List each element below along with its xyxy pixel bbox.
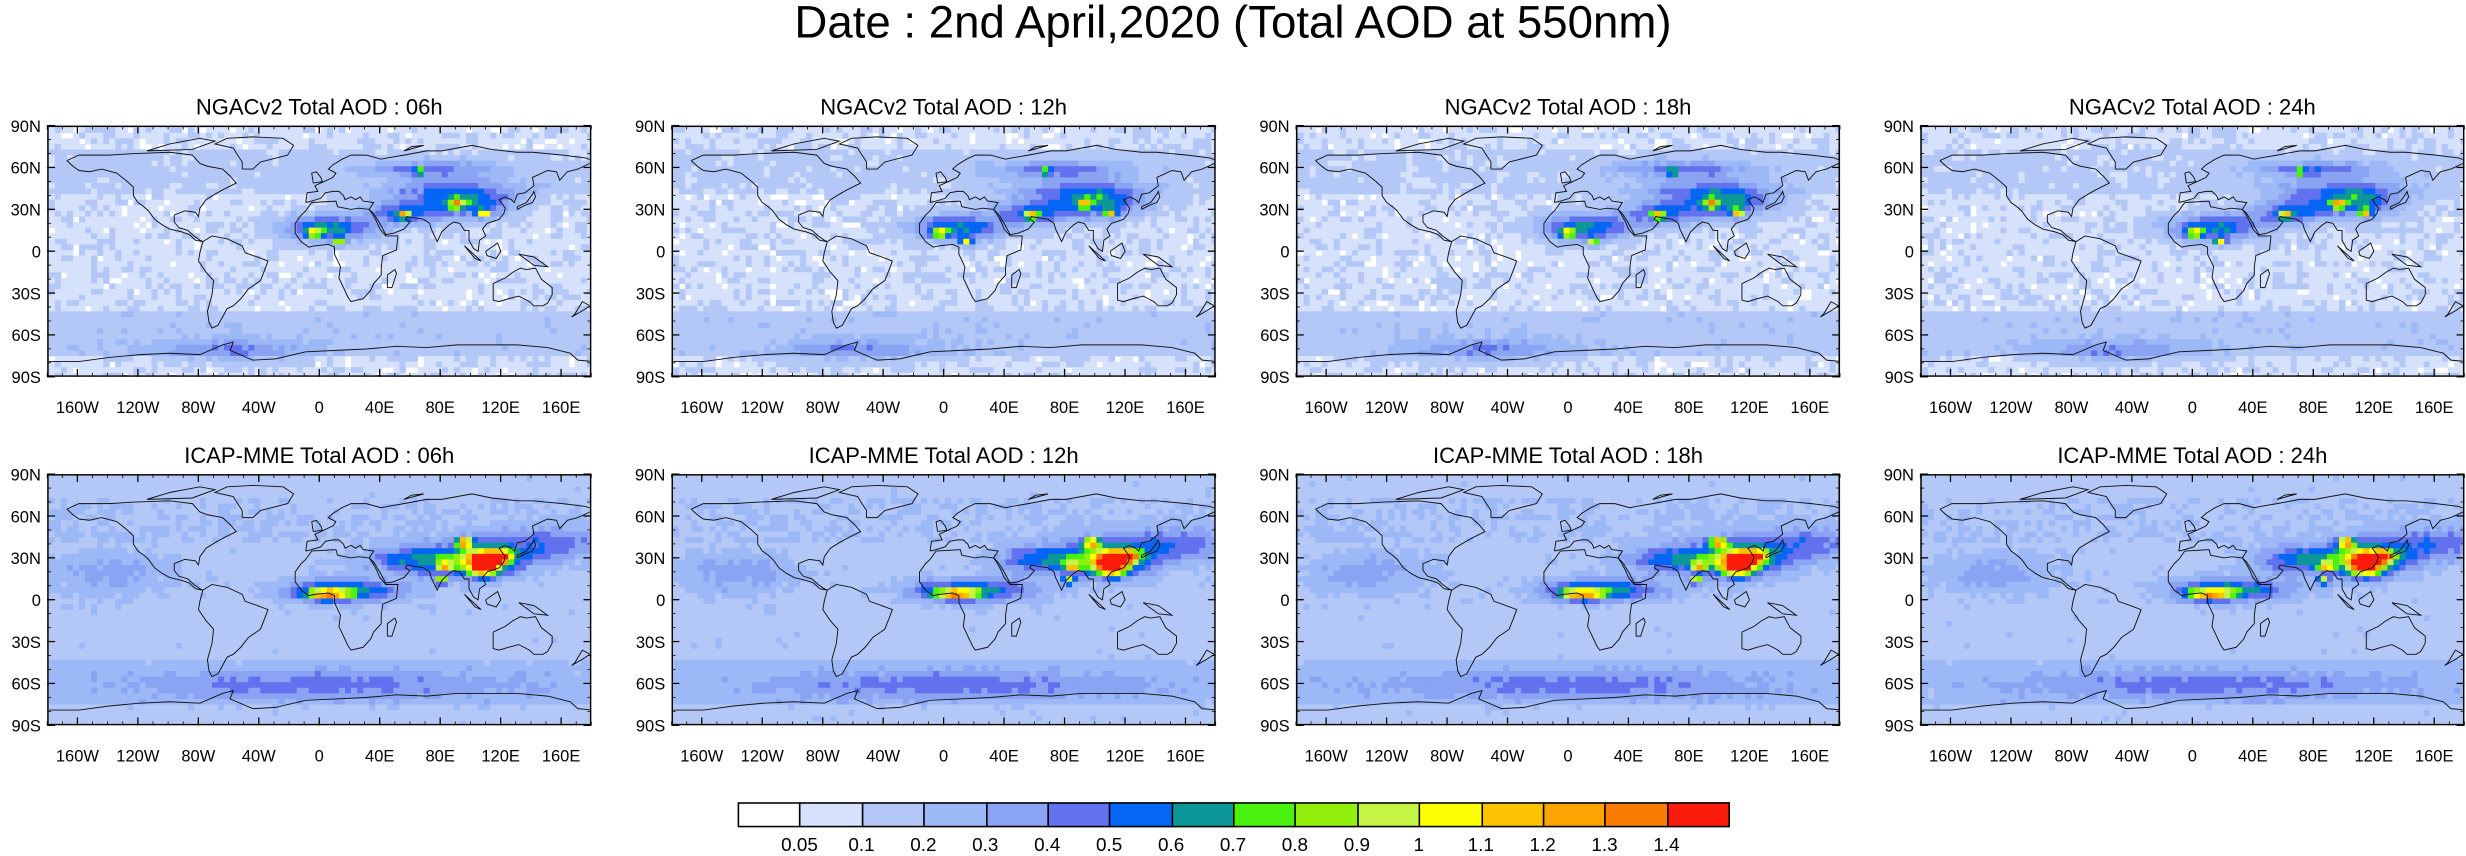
lon-label: 160E	[542, 399, 581, 417]
lon-label: 80W	[181, 399, 215, 417]
lon-label: 120W	[116, 399, 160, 417]
lat-label: 60S	[12, 327, 41, 345]
lon-label: 120E	[481, 399, 520, 417]
lon-label: 80E	[425, 399, 454, 417]
lat-label: 90N	[11, 118, 41, 136]
lat-label: 90S	[12, 369, 41, 387]
lon-label: 40W	[242, 399, 276, 417]
lon-label: 160W	[56, 399, 100, 417]
lon-label: 40E	[365, 399, 394, 417]
lat-label: 30S	[12, 285, 41, 303]
lat-label: 0	[32, 243, 41, 261]
figure-title: Date : 2nd April,2020 (Total AOD at 550n…	[0, 0, 2466, 47]
lat-label: 60N	[11, 160, 41, 178]
lat-label: 30N	[11, 202, 41, 220]
map-axes: 90N 60N 30N 0 30S 60S 90S 160W 120W 80W 40W 0 40E 80E…	[0, 94, 623, 424]
lon-label: 0	[315, 399, 324, 417]
